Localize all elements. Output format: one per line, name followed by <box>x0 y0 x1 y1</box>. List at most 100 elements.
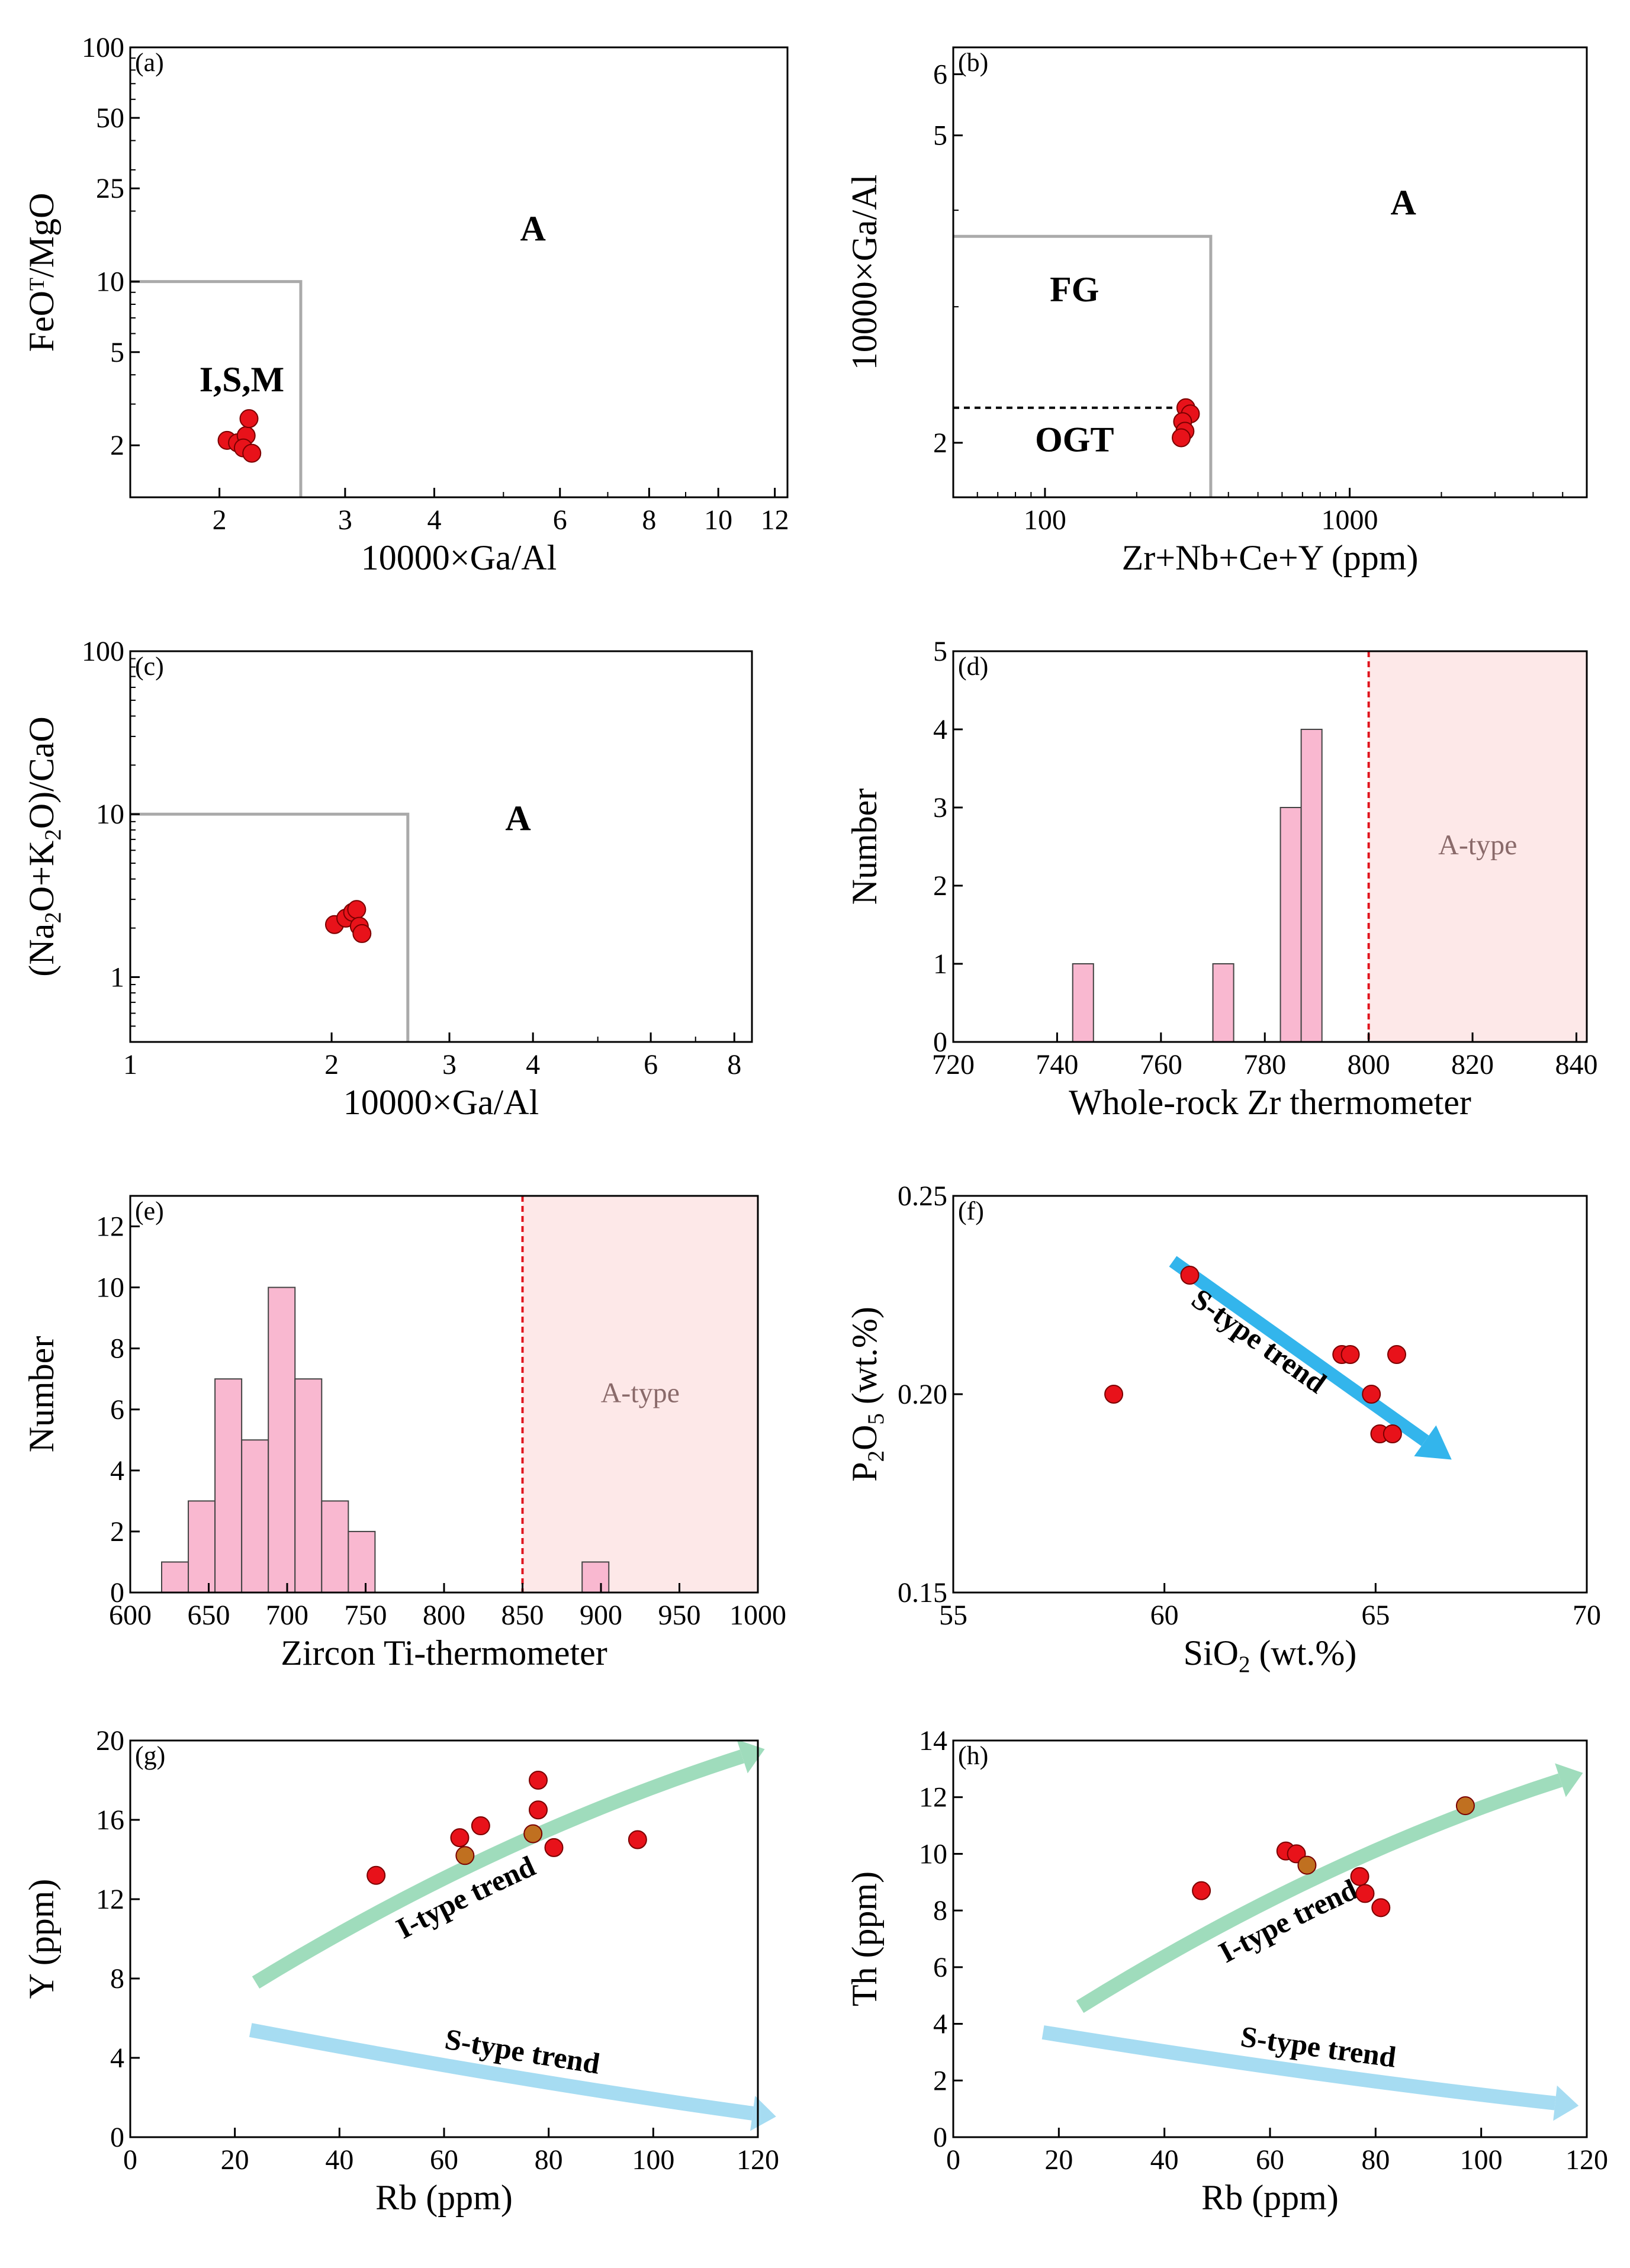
label-part: T <box>25 278 49 291</box>
plot-frame <box>129 1739 759 2138</box>
y-tick-label: 8 <box>933 1895 947 1926</box>
panel-b: A FG OGT 100 1000 2 5 6 (b) Zr+Nb+Ce+Y (ppm) 10000… <box>845 46 1588 577</box>
histogram-bar <box>1300 729 1323 1043</box>
x-tick-label: 12 <box>761 504 789 536</box>
field-label: A <box>1390 183 1416 222</box>
y-axis-title: 10000×Ga/Al <box>845 175 884 370</box>
y-tick-label: 8 <box>110 1963 124 1994</box>
panel-label: (c) <box>135 652 164 681</box>
y-tick-label: 10 <box>96 799 124 830</box>
trend-arrow-head <box>1555 1763 1583 1797</box>
y-tick-label: 2 <box>933 2065 947 2096</box>
x-tick-label: 4 <box>427 504 441 536</box>
data-point <box>544 1838 564 1857</box>
y-tick-label: 6 <box>933 59 947 90</box>
data-point <box>1180 1266 1200 1285</box>
label-part: O+K <box>22 841 61 912</box>
x-axis-title: Whole-rock Zr thermometer <box>1069 1083 1471 1122</box>
y-tick-label: 0 <box>933 2122 947 2153</box>
label-part: (Na <box>22 924 61 977</box>
y-tick-label: 0.25 <box>898 1180 947 1212</box>
y-tick-label: 8 <box>110 1333 124 1365</box>
panel-d: A-type 720 740 760 780 800 820 840 0 1 2 3 4 5 (d) Whol… <box>845 636 1597 1122</box>
label-part: 2 <box>40 912 66 924</box>
panel-label: (e) <box>135 1196 164 1225</box>
y-tick-label: 2 <box>110 430 124 461</box>
x-tick-label: 720 <box>932 1049 975 1080</box>
data-point <box>239 409 259 429</box>
x-tick-label: 950 <box>658 1600 701 1631</box>
x-tick-label: 60 <box>1256 2144 1284 2176</box>
x-tick-label: 6 <box>553 504 567 536</box>
x-tick-label: 1 <box>123 1049 137 1080</box>
label-part: O <box>845 1425 884 1450</box>
plot-frame <box>952 650 1588 1043</box>
x-axis-title: Zr+Nb+Ce+Y (ppm) <box>1122 538 1419 577</box>
data-point <box>352 924 372 943</box>
data-point <box>529 1771 548 1790</box>
x-tick-label: 3 <box>338 504 352 536</box>
label-part: (wt.%) <box>845 1307 884 1413</box>
panel-label: (a) <box>135 48 164 77</box>
data-point <box>1104 1385 1124 1404</box>
panel-label: (h) <box>958 1741 988 1770</box>
y-tick-label: 1 <box>110 961 124 993</box>
y-tick-label: 2 <box>933 870 947 902</box>
field-label: OGT <box>1035 420 1114 459</box>
y-tick-label: 6 <box>110 1394 124 1426</box>
a-type-region <box>1368 651 1587 1042</box>
panel-e: A-type 600 650 700 750 800 850 900 950 1000 0 2 4 6 8 1… <box>22 1195 786 1672</box>
label-part: /MgO <box>22 193 61 278</box>
y-tick-label: 4 <box>933 714 947 745</box>
x-tick-label: 740 <box>1036 1049 1078 1080</box>
x-tick-label: 40 <box>1150 2144 1179 2176</box>
data-point <box>1355 1884 1375 1903</box>
x-tick-label: 40 <box>325 2144 353 2176</box>
y-tick-label: 12 <box>919 1782 947 1813</box>
x-tick-label: 780 <box>1243 1049 1286 1080</box>
x-tick-label: 600 <box>109 1600 152 1631</box>
data-point <box>1350 1867 1369 1886</box>
field-label: A <box>520 209 546 248</box>
y-tick-label: 10 <box>96 266 124 298</box>
x-tick-label: 820 <box>1451 1049 1494 1080</box>
data-point <box>1172 428 1191 448</box>
x-tick-label: 60 <box>430 2144 458 2176</box>
y-tick-label: 20 <box>96 1725 124 1757</box>
x-tick-label: 650 <box>188 1600 230 1631</box>
data-point <box>1192 1881 1211 1900</box>
y-tick-label: 0.15 <box>898 1577 947 1608</box>
x-tick-label: 0 <box>123 2144 137 2176</box>
x-axis-title: 10000×Ga/Al <box>361 538 557 577</box>
data-point <box>347 900 366 919</box>
data-point <box>242 443 262 463</box>
histogram-bar <box>1279 807 1302 1043</box>
x-tick-label: 120 <box>1565 2144 1608 2176</box>
label-part: 2 <box>40 829 66 841</box>
a-type-label: A-type <box>601 1377 680 1408</box>
y-tick-label: 4 <box>110 1455 124 1487</box>
histogram-bar <box>581 1561 610 1593</box>
data-point <box>1383 1424 1402 1443</box>
panel-label: (g) <box>135 1741 165 1770</box>
x-tick-label: 800 <box>1348 1049 1390 1080</box>
panel-label: (b) <box>958 48 988 77</box>
x-tick-label: 55 <box>939 1600 967 1631</box>
histogram-bar <box>241 1439 269 1593</box>
x-tick-label: 1000 <box>729 1600 786 1631</box>
y-tick-label: 16 <box>96 1804 124 1836</box>
data-point <box>455 1846 475 1865</box>
x-tick-label: 840 <box>1555 1049 1597 1080</box>
plot-frame <box>952 1195 1588 1594</box>
a-type-label: A-type <box>1438 829 1517 861</box>
x-tick-label: 8 <box>642 504 656 536</box>
x-tick-label: 900 <box>580 1600 622 1631</box>
histogram-bar <box>1212 963 1234 1043</box>
data-point <box>1371 1898 1391 1918</box>
data-point <box>1455 1796 1475 1816</box>
panel-label: (f) <box>958 1196 984 1225</box>
y-tick-label: 2 <box>110 1516 124 1548</box>
label-part: 2 <box>1239 1652 1250 1677</box>
